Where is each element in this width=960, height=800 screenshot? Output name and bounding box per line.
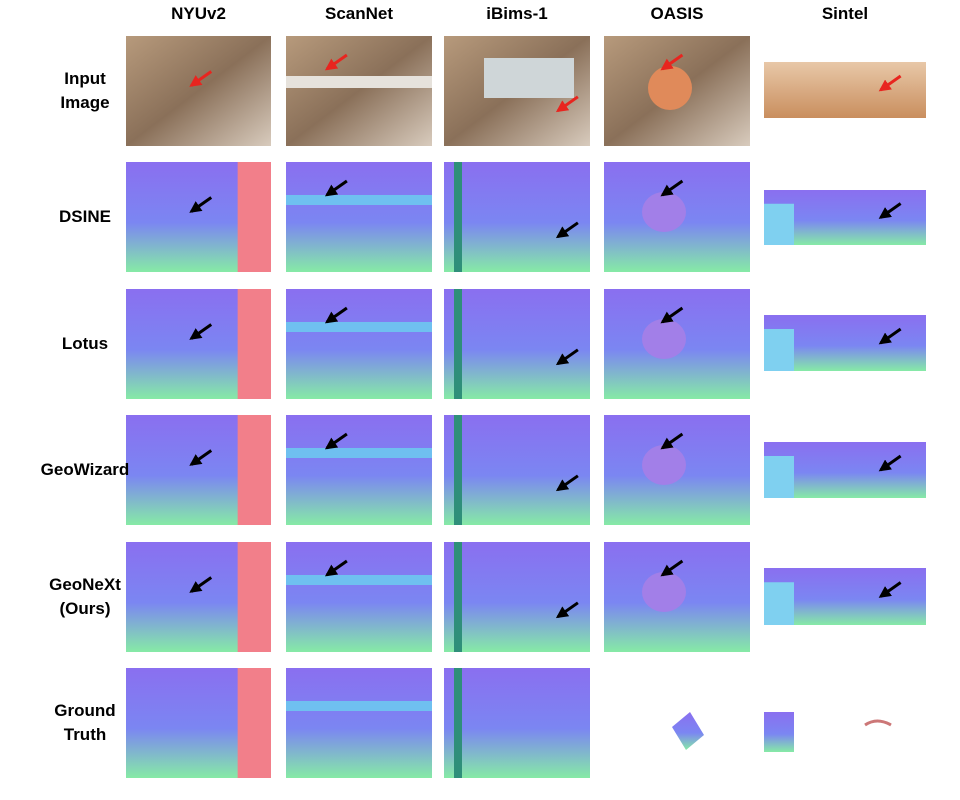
arrow <box>555 601 579 619</box>
normal-map-object <box>642 192 686 232</box>
arrow <box>189 323 213 340</box>
row-label: GeoNeXt (Ours) <box>49 575 121 618</box>
arrow <box>878 581 902 598</box>
arrow <box>878 74 902 92</box>
normal-map-figure <box>764 582 794 625</box>
normal-map-wall <box>454 289 462 399</box>
normal-map-counter <box>286 322 432 332</box>
arrow <box>189 576 213 593</box>
input-image-counter <box>286 76 432 88</box>
normal-map-counter <box>286 701 432 711</box>
column-header: Sintel <box>821 4 869 23</box>
column-header: ScanNet <box>324 4 394 23</box>
normal-map <box>286 289 432 399</box>
normal-map <box>444 542 590 652</box>
arrow <box>555 348 579 366</box>
normal-map <box>764 712 794 752</box>
normal-map-wall <box>454 668 462 778</box>
normal-map-wall <box>237 668 271 778</box>
normal-map-wall <box>454 542 462 652</box>
row-label: Input Image <box>60 69 110 112</box>
normal-map <box>286 415 432 525</box>
normal-map <box>444 415 590 525</box>
normal-map <box>286 542 432 652</box>
normal-map-counter <box>286 448 432 458</box>
normal-map-object <box>642 572 686 612</box>
arrow <box>324 53 348 71</box>
column-header: iBims-1 <box>486 4 548 23</box>
arrow <box>189 196 213 213</box>
arrow <box>660 306 684 324</box>
normal-map-figure <box>764 203 794 245</box>
normal-map <box>286 162 432 272</box>
input-image <box>764 62 926 118</box>
arrow <box>660 53 684 71</box>
normal-map-counter <box>286 195 432 205</box>
row-label: Ground Truth <box>54 701 116 744</box>
arrow <box>555 221 579 239</box>
arrow <box>324 432 348 450</box>
arrow <box>660 559 684 577</box>
arrow <box>189 70 213 87</box>
arrow <box>324 559 348 577</box>
normal-map-figure <box>764 456 794 498</box>
row-label: GeoWizard <box>40 460 130 479</box>
normal-map-object <box>642 445 686 485</box>
normal-map <box>444 162 590 272</box>
arrow <box>324 306 348 324</box>
normal-map-counter <box>286 575 432 585</box>
normal-map <box>864 719 892 727</box>
input-image <box>286 36 432 146</box>
column-header: OASIS <box>650 4 704 23</box>
arrow <box>660 179 684 197</box>
arrow <box>189 449 213 466</box>
normal-map <box>672 712 704 750</box>
arrow <box>660 432 684 450</box>
arrow <box>555 474 579 492</box>
normal-map-wall <box>237 289 271 399</box>
input-image-window <box>484 58 574 98</box>
normal-map <box>444 668 590 778</box>
normal-map <box>286 668 432 778</box>
normal-map <box>444 289 590 399</box>
arrow <box>878 454 902 472</box>
normal-map-wall <box>454 162 462 272</box>
input-image-fruit <box>648 66 692 110</box>
row-label: Lotus <box>61 334 109 353</box>
normal-map-wall <box>237 162 271 272</box>
arrow <box>878 202 902 219</box>
arrow <box>324 179 348 197</box>
normal-map-wall <box>454 415 462 525</box>
row-label: DSINE <box>59 207 111 226</box>
normal-map-object <box>642 319 686 359</box>
normal-map-wall <box>237 542 271 652</box>
input-image <box>126 36 271 146</box>
arrow <box>878 327 902 345</box>
arrow <box>555 95 579 113</box>
normal-map-figure <box>764 329 794 371</box>
column-header: NYUv2 <box>171 4 226 23</box>
normal-map-wall <box>237 415 271 525</box>
